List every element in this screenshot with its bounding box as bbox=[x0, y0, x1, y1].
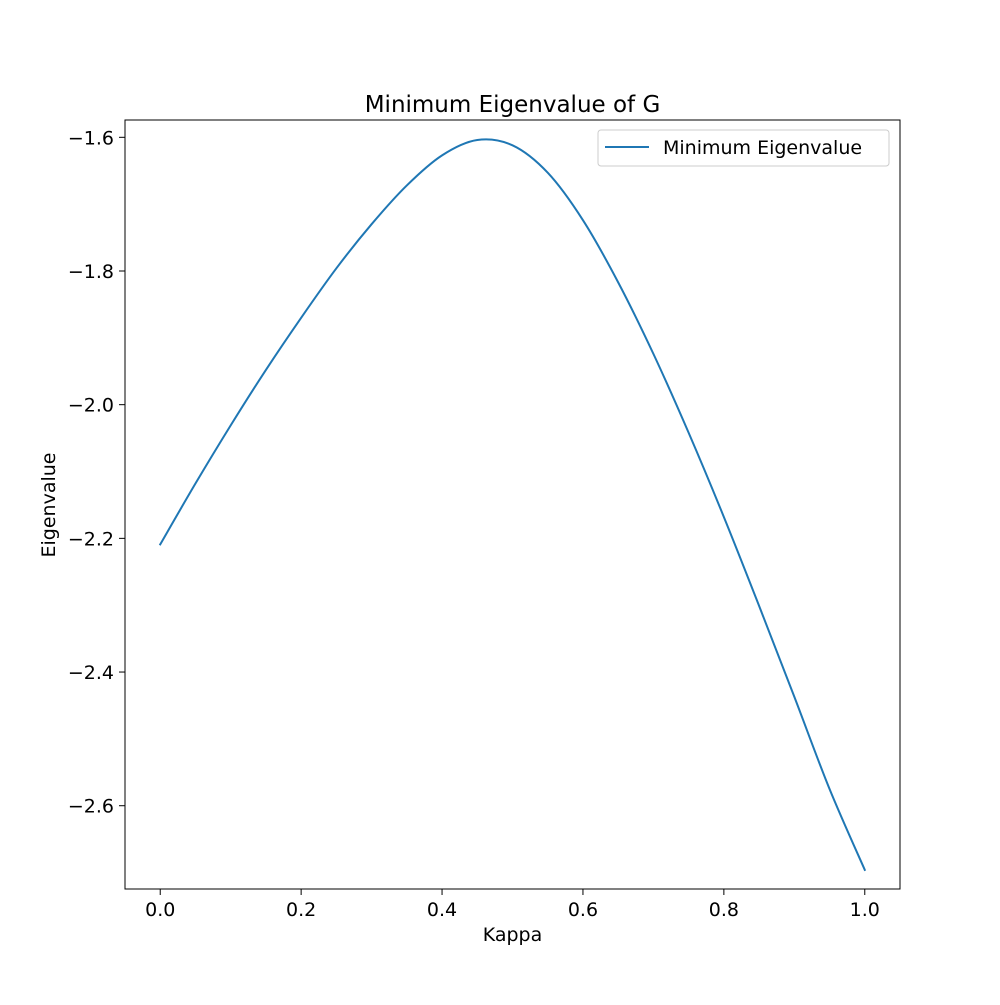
legend: Minimum Eigenvalue bbox=[597, 129, 890, 167]
x-tick-label: 0.2 bbox=[286, 899, 316, 921]
plot-area bbox=[124, 119, 901, 890]
y-tick-label: −2.6 bbox=[68, 796, 114, 818]
x-tick-label: 0.0 bbox=[145, 899, 175, 921]
y-tick-label: −1.8 bbox=[68, 261, 114, 283]
y-tick-label: −2.0 bbox=[68, 395, 114, 417]
y-axis-ticks: −1.6 −1.8 −2.0 −2.2 −2.4 −2.6 bbox=[68, 127, 125, 818]
x-tick-label: 0.6 bbox=[568, 899, 598, 921]
legend-box bbox=[597, 129, 890, 167]
x-tick-label: 0.8 bbox=[709, 899, 739, 921]
y-axis-label: Eigenvalue bbox=[38, 453, 60, 558]
axes-frame bbox=[124, 119, 901, 890]
x-tick-label: 0.4 bbox=[427, 899, 457, 921]
x-axis-ticks: 0.0 0.2 0.4 0.6 0.8 1.0 bbox=[145, 889, 880, 921]
chart-title: Minimum Eigenvalue of G bbox=[365, 92, 661, 118]
x-tick-label: 1.0 bbox=[850, 899, 880, 921]
y-tick-label: −1.6 bbox=[68, 127, 114, 149]
x-axis-label: Kappa bbox=[483, 924, 543, 946]
legend-label: Minimum Eigenvalue bbox=[663, 137, 862, 159]
series-line bbox=[158, 138, 867, 872]
y-tick-label: −2.4 bbox=[68, 662, 114, 684]
series-group bbox=[158, 138, 867, 872]
y-tick-label: −2.2 bbox=[68, 528, 114, 550]
